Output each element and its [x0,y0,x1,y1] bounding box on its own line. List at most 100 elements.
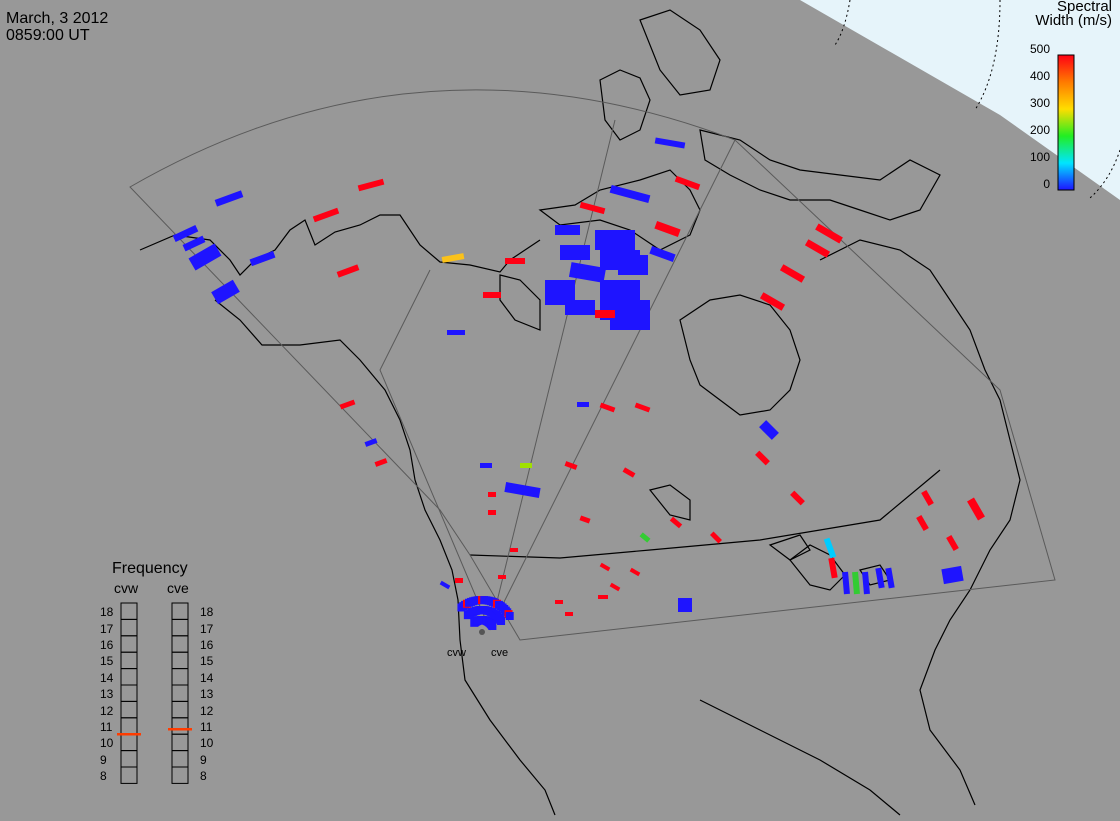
echo-cell [804,239,831,258]
frequency-cell [171,766,189,784]
frequency-tick: 8 [200,769,207,784]
echo-cell [639,532,651,543]
echo-cell [885,567,895,589]
echo-cell [488,622,497,630]
echo-cell [709,531,723,544]
echo-cell [182,235,206,252]
echo-cell [249,250,276,267]
echo-cell [510,548,518,552]
colorbar-tick: 300 [1029,96,1050,110]
colorbar-tick: 500 [1029,42,1050,56]
echo-cell [618,255,648,275]
echo-cell [488,510,496,515]
echo-cell [577,402,589,407]
echo-cell [555,225,580,235]
echo-cell [568,262,607,283]
echo-cell [629,567,641,577]
echo-cell [674,175,701,191]
echo-cell [649,245,676,263]
echo-cell [357,178,385,192]
echo-cell [678,598,692,612]
echo-cell [759,292,786,311]
frequency-tick: 15 [200,654,214,669]
echo-cell [779,264,806,283]
echo-cell [505,258,525,264]
frequency-title: Frequency [112,560,188,577]
frequency-radar-cvw: cvw [114,580,139,596]
frequency-tick: 14 [100,670,114,685]
echo-cell [609,184,651,204]
echo-cell [374,458,388,467]
radar-site-marker [479,629,485,635]
frequency-tick: 13 [200,687,214,702]
time-label: 0859:00 UT [6,27,90,44]
echo-cell [921,490,934,506]
frequency-tick: 12 [100,703,114,718]
frequency-tick: 12 [200,703,214,718]
echo-cell [336,264,360,278]
colorbar-title-line2: Width (m/s) [1035,12,1112,29]
echo-cell [823,537,837,559]
frequency-tick: 11 [100,720,113,734]
echo-cell [364,438,378,447]
echo-cell [439,580,451,590]
frequency-tick: 10 [100,736,114,751]
latitude-circle [1089,149,1120,199]
echo-cell [634,402,651,413]
echo-cell [815,223,843,244]
frequency-tick: 16 [100,638,114,652]
echo-cell [595,310,615,318]
echo-cell [565,300,595,315]
echo-cell [599,562,611,572]
echo-cell [579,201,606,215]
radar-echoes [172,137,985,630]
echo-cell [447,330,465,335]
echo-cell [520,463,532,468]
echo-cell [610,300,650,330]
echo-cell [214,190,244,207]
frequency-tick: 10 [200,736,214,751]
colorbar [1057,54,1075,191]
echo-cell [172,225,199,242]
echo-cell [339,399,356,410]
echo-cell [654,137,686,149]
echo-cell [497,617,506,625]
echo-cell [862,571,870,595]
echo-cell [598,595,608,599]
site-label-cve: cve [491,647,509,659]
echo-cell [565,612,573,616]
echo-cell [504,482,541,498]
echo-cell [941,565,964,585]
frequency-tick: 15 [100,654,114,669]
frequency-tick: 13 [100,687,114,702]
echo-cell [669,516,683,529]
site-label-cvw: cvw [447,647,466,659]
echo-cell [455,578,463,583]
echo-cell [967,497,985,521]
echo-cell [560,245,590,260]
frequency-tick: 18 [200,605,214,620]
colorbar-tick: 200 [1029,123,1050,137]
echo-cell [599,402,616,413]
frequency-tick: 11 [200,720,213,734]
polar-region [800,0,1120,200]
frequency-cell [120,766,138,784]
echo-cell [564,461,578,470]
echo-cell [790,490,805,506]
echo-cell [488,492,496,497]
frequency-tick: 16 [200,638,214,652]
echo-cell [441,253,465,263]
colorbar-tick: 100 [1029,150,1050,164]
echo-cell [842,571,850,595]
frequency-tick: 17 [200,621,214,636]
echo-cell [211,279,240,305]
frequency-panel [117,602,192,784]
echo-cell [483,292,501,298]
echo-cell [312,207,340,223]
echo-cell [595,230,635,250]
echo-cell [505,612,514,620]
colorbar-title-line1: Spectral [1056,0,1112,15]
echo-cell [579,515,591,524]
echo-cell [875,567,885,589]
frequency-tick: 18 [100,605,114,620]
